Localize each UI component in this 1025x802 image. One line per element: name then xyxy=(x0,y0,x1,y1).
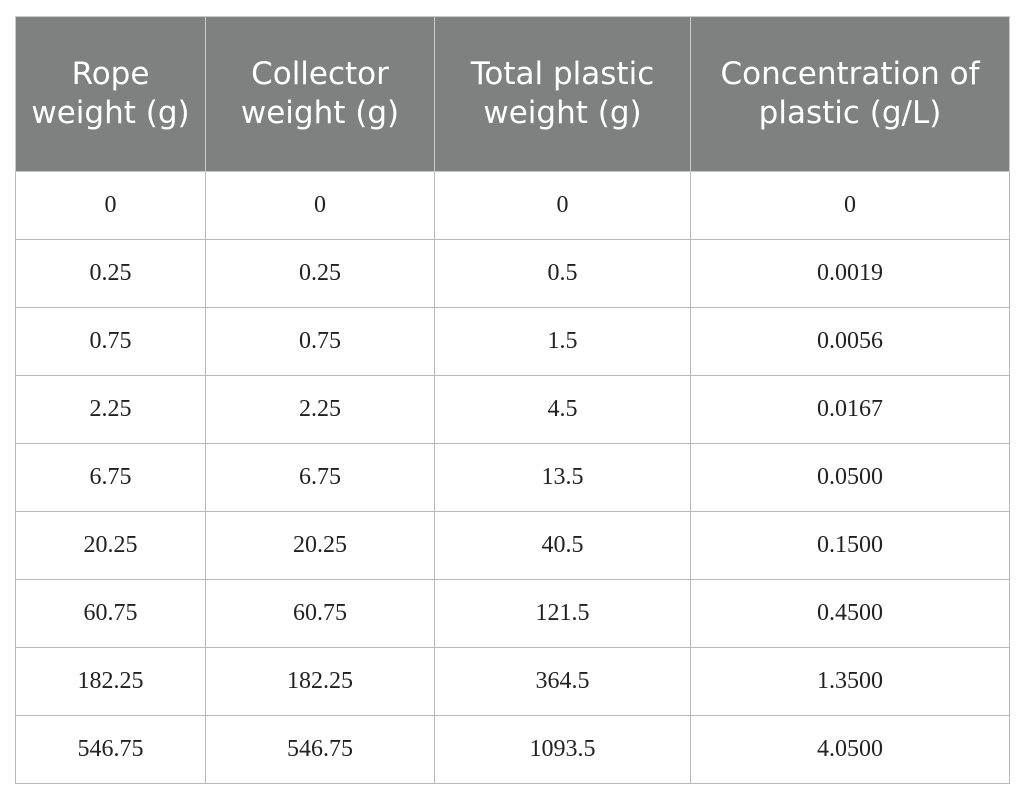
table-body: 0 0 0 0 0.25 0.25 0.5 0.0019 0.75 0.75 1.5 0.0056 2.… xyxy=(15,171,1010,784)
table-cell: 0 xyxy=(690,171,1010,240)
table-row: 182.25 182.25 364.5 1.3500 xyxy=(15,647,1010,716)
table-cell: 546.75 xyxy=(15,715,206,784)
table-cell: 0.0019 xyxy=(690,239,1010,308)
table-cell: 0.0167 xyxy=(690,375,1010,444)
table-row: 2.25 2.25 4.5 0.0167 xyxy=(15,375,1010,444)
header-cell: Rope weight (g) xyxy=(15,16,206,172)
table-cell: 182.25 xyxy=(15,647,206,716)
table-cell: 364.5 xyxy=(434,647,691,716)
table-container: Rope weight (g) Collector weight (g) Total… xyxy=(15,16,1010,784)
table-cell: 1.5 xyxy=(434,307,691,376)
table-cell: 20.25 xyxy=(205,511,435,580)
data-table: Rope weight (g) Collector weight (g) Total… xyxy=(15,16,1010,784)
table-row: 546.75 546.75 1093.5 4.0500 xyxy=(15,715,1010,784)
table-cell: 0.25 xyxy=(15,239,206,308)
table-row: 0.75 0.75 1.5 0.0056 xyxy=(15,307,1010,376)
header-cell: Collector weight (g) xyxy=(205,16,435,172)
table-cell: 0.75 xyxy=(15,307,206,376)
table-cell: 0 xyxy=(434,171,691,240)
table-cell: 0 xyxy=(15,171,206,240)
table-cell: 1093.5 xyxy=(434,715,691,784)
header-row: Rope weight (g) Collector weight (g) Total… xyxy=(15,16,1010,172)
table-cell: 40.5 xyxy=(434,511,691,580)
table-cell: 6.75 xyxy=(205,443,435,512)
table-cell: 6.75 xyxy=(15,443,206,512)
table-row: 20.25 20.25 40.5 0.1500 xyxy=(15,511,1010,580)
table-cell: 0 xyxy=(205,171,435,240)
table-cell: 182.25 xyxy=(205,647,435,716)
header-cell: Total plastic weight (g) xyxy=(434,16,691,172)
header-cell: Concentration of plastic (g/L) xyxy=(690,16,1010,172)
table-cell: 0.1500 xyxy=(690,511,1010,580)
table-row: 0.25 0.25 0.5 0.0019 xyxy=(15,239,1010,308)
table-cell: 0.4500 xyxy=(690,579,1010,648)
table-cell: 121.5 xyxy=(434,579,691,648)
table-cell: 0.0500 xyxy=(690,443,1010,512)
table-cell: 13.5 xyxy=(434,443,691,512)
table-cell: 4.0500 xyxy=(690,715,1010,784)
table-cell: 20.25 xyxy=(15,511,206,580)
table-cell: 60.75 xyxy=(15,579,206,648)
table-cell: 0.75 xyxy=(205,307,435,376)
table-cell: 0.0056 xyxy=(690,307,1010,376)
table-cell: 0.5 xyxy=(434,239,691,308)
table-cell: 2.25 xyxy=(15,375,206,444)
table-cell: 60.75 xyxy=(205,579,435,648)
table-cell: 0.25 xyxy=(205,239,435,308)
table-cell: 546.75 xyxy=(205,715,435,784)
table-cell: 4.5 xyxy=(434,375,691,444)
table-cell: 2.25 xyxy=(205,375,435,444)
table-row: 6.75 6.75 13.5 0.0500 xyxy=(15,443,1010,512)
table-row: 60.75 60.75 121.5 0.4500 xyxy=(15,579,1010,648)
table-cell: 1.3500 xyxy=(690,647,1010,716)
